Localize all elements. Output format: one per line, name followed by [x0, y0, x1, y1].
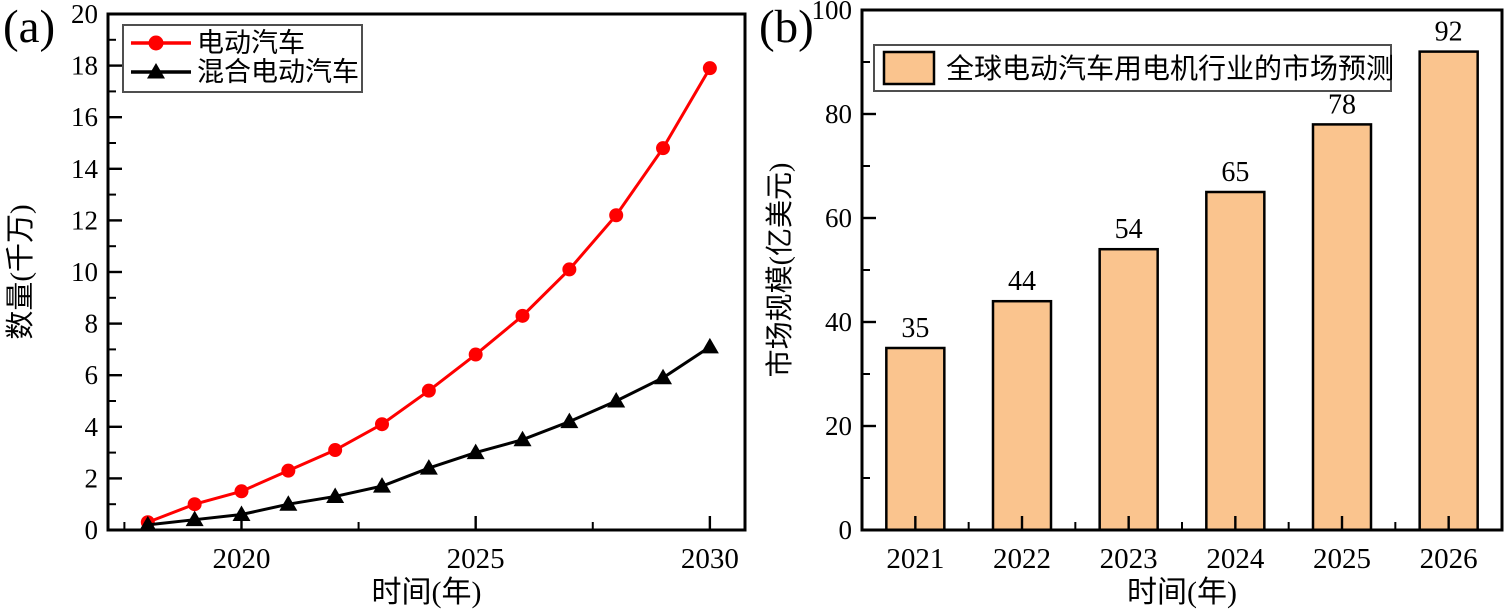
series-line	[147, 67, 712, 524]
y-tick-label: 12	[71, 205, 98, 235]
x-tick-label: 2025	[1313, 543, 1371, 575]
triangle-marker	[466, 443, 485, 460]
y-tick-label: 16	[71, 102, 98, 132]
legend-label: 混合电动汽车	[197, 57, 359, 87]
circle-marker	[375, 417, 390, 432]
circle-marker	[609, 208, 624, 223]
y-axis-b: 0 20 40 60 80 100	[812, 0, 876, 545]
bar-2022	[991, 299, 1053, 532]
bar-2021	[885, 346, 946, 532]
panel-a-label: (a)	[3, 1, 56, 53]
legend-swatch	[882, 50, 936, 86]
circle-marker	[421, 383, 436, 398]
triangle-marker	[138, 515, 157, 532]
bar-value-label: 65	[1221, 157, 1249, 188]
series-hybrid-ev	[138, 337, 719, 532]
legend-label: 全球电动汽车用电机行业的市场预测	[946, 53, 1394, 85]
circle-marker	[562, 262, 577, 277]
bar-value-label: 35	[901, 313, 929, 344]
triangle-marker	[419, 459, 438, 475]
y-tick-label: 10	[71, 257, 98, 287]
legend-label: 电动汽车	[197, 28, 305, 58]
circle-marker	[515, 308, 530, 323]
y-axis-title: 数量(千万)	[4, 204, 37, 339]
bar-value-label: 78	[1328, 89, 1356, 120]
x-axis-title: 时间(年)	[372, 576, 482, 609]
bar-2024	[1205, 190, 1266, 532]
triangle-marker	[279, 495, 298, 511]
legend-box	[873, 44, 1392, 92]
x-tick-label: 2021	[886, 543, 944, 575]
panel-b: 35 44 54 65 78 92 0 20 40 60 80 100 2021 2022 2023 2024…	[756, 0, 1512, 613]
triangle-marker	[654, 368, 673, 385]
circle-marker	[328, 443, 343, 458]
x-tick-label: 2026	[1420, 543, 1478, 575]
circle-marker	[234, 484, 249, 499]
x-tick-label: 2030	[681, 543, 739, 575]
y-tick-label: 40	[825, 307, 852, 337]
y-tick-label: 6	[85, 360, 99, 390]
x-tick-label: 2020	[212, 543, 270, 575]
triangle-marker	[147, 63, 165, 79]
circle-marker	[468, 347, 483, 362]
bar-2025	[1311, 123, 1373, 532]
bar-chart-ev-motor-market-forecast: 35 44 54 65 78 92 0 20 40 60 80 100 2021 2022 2023 2024…	[764, 0, 1504, 609]
y-tick-label: 80	[825, 99, 852, 129]
y-tick-label: 14	[71, 154, 99, 184]
y-tick-label: 0	[85, 515, 99, 545]
series-line	[147, 345, 711, 527]
bars: 35 44 54 65 78 92	[885, 17, 1479, 532]
triangle-marker	[326, 487, 345, 503]
triangle-marker	[700, 337, 719, 354]
y-tick-label: 2	[85, 463, 99, 493]
circle-marker	[656, 141, 671, 156]
bar-value-label: 44	[1008, 266, 1036, 297]
plot-area-b: 35 44 54 65 78 92 0 20 40 60 80 100 2021 2022 2023 2024…	[764, 0, 1504, 609]
y-axis-a: 0 2 4 6 8 10 12 14 16 18 20	[71, 0, 122, 545]
triangle-marker	[560, 412, 579, 429]
y-tick-label: 0	[839, 515, 853, 545]
legend-b: 全球电动汽车用电机行业的市场预测	[873, 44, 1394, 92]
y-tick-label: 60	[825, 203, 852, 233]
legend-box	[122, 24, 363, 93]
x-tick-label: 2023	[1100, 543, 1158, 575]
panel-b-label: (b)	[759, 1, 814, 53]
series-ev	[140, 61, 717, 530]
x-axis-title: 时间(年)	[1127, 576, 1237, 609]
bar-2023	[1098, 247, 1159, 532]
x-tick-label: 2025	[447, 543, 505, 575]
triangle-marker	[513, 430, 532, 447]
y-tick-label: 8	[85, 309, 99, 339]
y-tick-label: 4	[85, 412, 99, 442]
triangle-marker	[232, 505, 251, 522]
y-tick-label: 20	[71, 0, 98, 29]
triangle-marker	[373, 477, 392, 493]
x-tick-label: 2022	[993, 543, 1051, 575]
circle-marker	[148, 35, 164, 51]
x-axis-a: 2020 2025 2030	[123, 516, 739, 575]
bar-value-label: 54	[1115, 214, 1143, 245]
circle-marker	[187, 497, 202, 512]
plot-frame	[860, 8, 1504, 532]
bar-2026	[1418, 50, 1479, 532]
triangle-marker	[185, 510, 204, 527]
x-tick-label: 2024	[1206, 543, 1265, 575]
circle-marker	[702, 61, 717, 76]
bar-value-label: 92	[1435, 17, 1463, 48]
y-tick-label: 100	[812, 0, 853, 25]
y-tick-label: 20	[825, 411, 852, 441]
y-tick-label: 18	[71, 51, 98, 81]
x-axis-b: 2021 2022 2023 2024 2025 2026	[886, 516, 1478, 575]
circle-marker	[281, 463, 296, 478]
panel-a: 0 2 4 6 8 10 12 14 16 18 20 2020 2025 2030 时间(年) 数量(千万)…	[3, 0, 747, 609]
y-axis-title: 市场规模(亿美元)	[764, 163, 796, 378]
plot-frame	[106, 12, 747, 532]
triangle-marker	[607, 392, 626, 408]
